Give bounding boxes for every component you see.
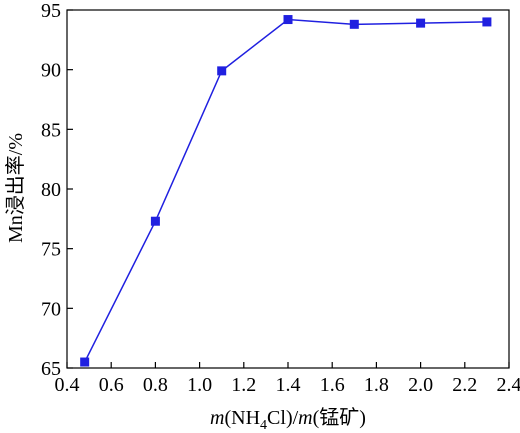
y-axis-label: Mn浸出率/% xyxy=(4,133,27,243)
x-tick-label: 1.8 xyxy=(364,374,389,396)
data-point-marker xyxy=(217,66,227,76)
y-tick-label: 70 xyxy=(41,298,61,320)
x-tick-label: 1.0 xyxy=(187,374,212,396)
series-line xyxy=(84,18,487,363)
data-point-marker xyxy=(349,19,359,29)
plot-frame xyxy=(66,9,510,369)
x-tick-label: 0.6 xyxy=(99,374,124,396)
data-point-marker xyxy=(482,17,492,27)
x-axis-label-tail: (锰矿) xyxy=(313,406,366,429)
data-point-marker xyxy=(150,216,160,226)
x-tick-label: 0.4 xyxy=(55,374,80,396)
x-axis-label-m2: m xyxy=(298,407,312,429)
x-tick-label: 2.0 xyxy=(408,374,433,396)
x-axis-label-m1: m xyxy=(210,407,224,429)
y-tick-label: 95 xyxy=(41,0,61,22)
data-point-marker xyxy=(283,15,293,25)
data-point-marker xyxy=(416,18,426,28)
x-axis-label-subscript: 4 xyxy=(260,418,267,433)
x-tick-label: 0.8 xyxy=(143,374,168,396)
x-tick-label: 2.2 xyxy=(452,374,477,396)
x-axis-label: m(NH4Cl)/m(锰矿) xyxy=(210,406,366,433)
x-tick-label: 1.2 xyxy=(231,374,256,396)
x-tick-labels: 0.4 0.6 0.8 1.0 1.2 1.4 1.6 1.8 2.0 2.2 2.4 xyxy=(55,374,520,396)
x-axis-label-close: Cl)/ xyxy=(267,407,299,429)
axes xyxy=(66,9,510,369)
y-tick-labels: 65 70 75 80 85 90 95 xyxy=(41,0,61,380)
x-tick-label: 1.6 xyxy=(320,374,345,396)
x-tick-label: 2.4 xyxy=(497,374,520,396)
y-tick-label: 65 xyxy=(41,358,61,380)
series-layer xyxy=(80,15,492,367)
y-tick-label: 75 xyxy=(41,239,61,261)
data-point-marker xyxy=(80,357,90,367)
x-axis-label-open: (NH xyxy=(225,407,261,429)
y-tick-label: 85 xyxy=(41,119,61,141)
y-tick-label: 80 xyxy=(41,179,61,201)
x-tick-label: 1.4 xyxy=(276,374,301,396)
y-tick-label: 90 xyxy=(41,60,61,82)
